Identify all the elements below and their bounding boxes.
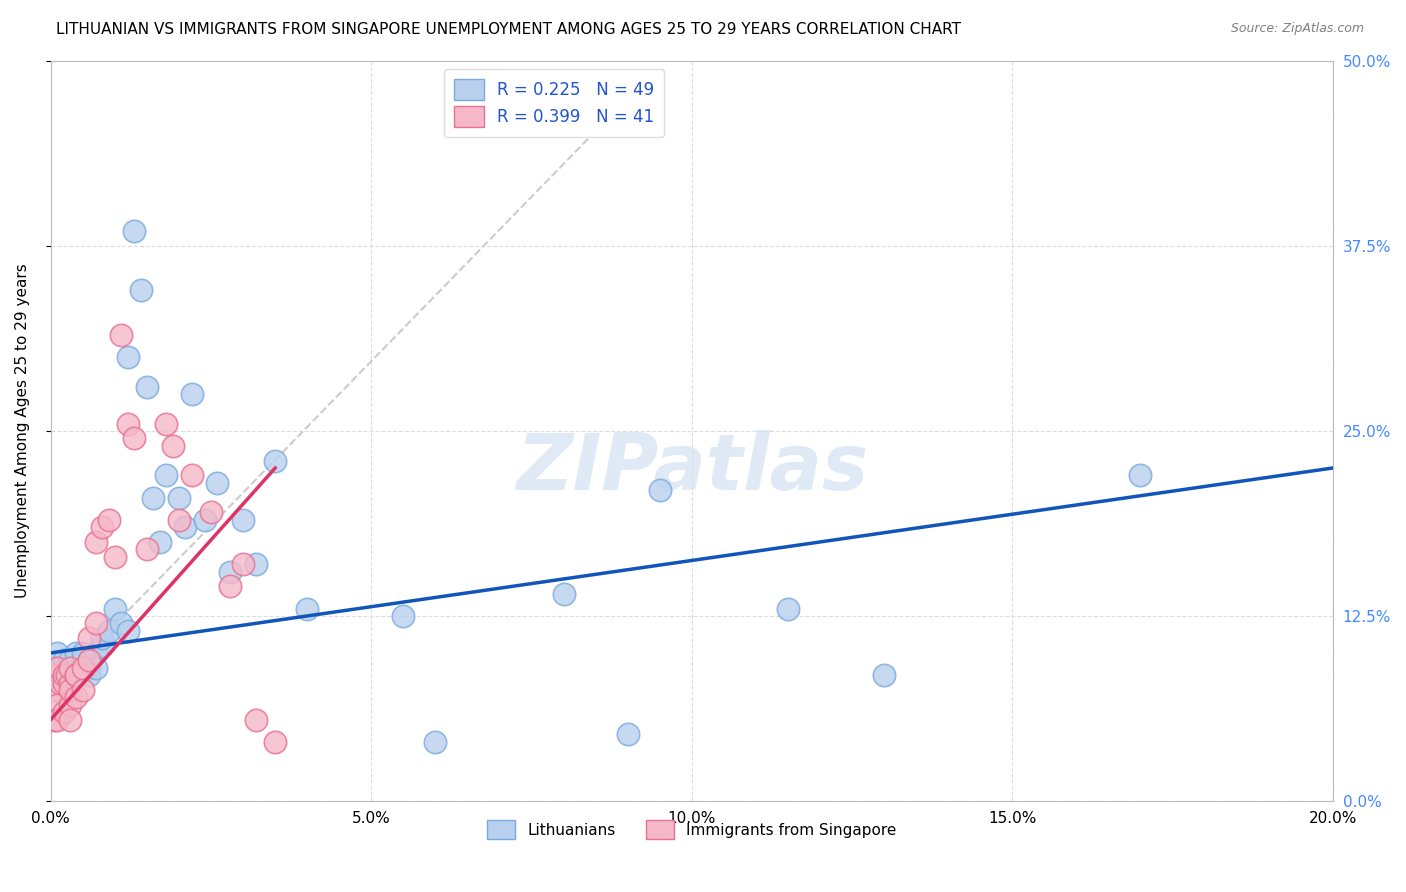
Point bbox=[117, 350, 139, 364]
Point bbox=[65, 668, 87, 682]
Point bbox=[200, 505, 222, 519]
Point bbox=[49, 675, 72, 690]
Point bbox=[52, 705, 75, 719]
Point bbox=[52, 675, 75, 690]
Point bbox=[59, 653, 82, 667]
Point bbox=[65, 668, 87, 682]
Point bbox=[142, 491, 165, 505]
Point bbox=[129, 284, 152, 298]
Point bbox=[46, 661, 69, 675]
Point bbox=[232, 513, 254, 527]
Point bbox=[97, 624, 120, 638]
Point bbox=[84, 646, 107, 660]
Point bbox=[155, 417, 177, 431]
Point bbox=[776, 601, 799, 615]
Point bbox=[59, 675, 82, 690]
Point bbox=[167, 491, 190, 505]
Point bbox=[136, 542, 159, 557]
Point bbox=[65, 668, 87, 682]
Point bbox=[392, 609, 415, 624]
Point bbox=[59, 668, 82, 682]
Point bbox=[117, 624, 139, 638]
Point bbox=[180, 387, 202, 401]
Point bbox=[46, 682, 69, 697]
Point bbox=[122, 431, 145, 445]
Point bbox=[180, 468, 202, 483]
Point bbox=[297, 601, 319, 615]
Point bbox=[72, 646, 94, 660]
Point bbox=[84, 616, 107, 631]
Point bbox=[65, 646, 87, 660]
Point bbox=[425, 735, 447, 749]
Point bbox=[59, 661, 82, 675]
Point bbox=[65, 661, 87, 675]
Point bbox=[52, 668, 75, 682]
Point bbox=[553, 587, 575, 601]
Point bbox=[79, 653, 101, 667]
Point bbox=[207, 475, 229, 490]
Point bbox=[264, 735, 287, 749]
Point bbox=[1129, 468, 1152, 483]
Point bbox=[79, 668, 101, 682]
Point bbox=[219, 565, 242, 579]
Point bbox=[616, 727, 638, 741]
Point bbox=[79, 631, 101, 645]
Point bbox=[56, 668, 79, 682]
Point bbox=[84, 535, 107, 549]
Point bbox=[72, 661, 94, 675]
Point bbox=[155, 468, 177, 483]
Point bbox=[52, 668, 75, 682]
Point bbox=[46, 713, 69, 727]
Point bbox=[110, 616, 132, 631]
Point bbox=[873, 668, 896, 682]
Point bbox=[162, 439, 184, 453]
Point bbox=[59, 682, 82, 697]
Point bbox=[42, 668, 65, 682]
Text: ZIPatlas: ZIPatlas bbox=[516, 430, 868, 506]
Point bbox=[104, 601, 127, 615]
Point bbox=[648, 483, 671, 498]
Point bbox=[46, 646, 69, 660]
Point bbox=[65, 690, 87, 705]
Text: LITHUANIAN VS IMMIGRANTS FROM SINGAPORE UNEMPLOYMENT AMONG AGES 25 TO 29 YEARS C: LITHUANIAN VS IMMIGRANTS FROM SINGAPORE … bbox=[56, 22, 962, 37]
Point bbox=[59, 661, 82, 675]
Text: Source: ZipAtlas.com: Source: ZipAtlas.com bbox=[1230, 22, 1364, 36]
Point bbox=[46, 698, 69, 712]
Point bbox=[245, 557, 267, 571]
Point bbox=[167, 513, 190, 527]
Point bbox=[219, 579, 242, 593]
Point bbox=[91, 631, 114, 645]
Point bbox=[79, 661, 101, 675]
Point bbox=[91, 520, 114, 534]
Point bbox=[245, 713, 267, 727]
Y-axis label: Unemployment Among Ages 25 to 29 years: Unemployment Among Ages 25 to 29 years bbox=[15, 264, 30, 599]
Point bbox=[97, 513, 120, 527]
Point bbox=[59, 713, 82, 727]
Point bbox=[110, 327, 132, 342]
Point bbox=[264, 453, 287, 467]
Point bbox=[136, 379, 159, 393]
Point bbox=[52, 668, 75, 682]
Point bbox=[84, 661, 107, 675]
Legend: Lithuanians, Immigrants from Singapore: Lithuanians, Immigrants from Singapore bbox=[481, 814, 903, 845]
Point bbox=[104, 549, 127, 564]
Point bbox=[72, 653, 94, 667]
Point bbox=[232, 557, 254, 571]
Point bbox=[52, 653, 75, 667]
Point bbox=[194, 513, 217, 527]
Point bbox=[174, 520, 197, 534]
Point bbox=[122, 224, 145, 238]
Point bbox=[59, 698, 82, 712]
Point bbox=[79, 653, 101, 667]
Point bbox=[91, 639, 114, 653]
Point bbox=[72, 682, 94, 697]
Point bbox=[46, 661, 69, 675]
Point bbox=[42, 713, 65, 727]
Point bbox=[149, 535, 172, 549]
Point bbox=[117, 417, 139, 431]
